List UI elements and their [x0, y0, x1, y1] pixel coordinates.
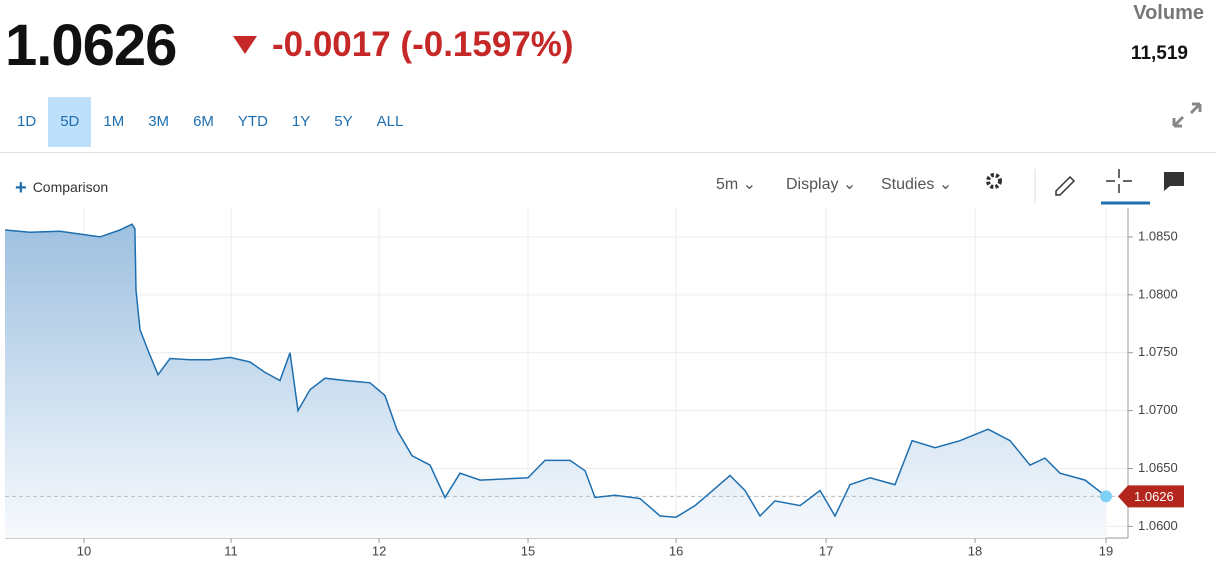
- change: -0.0017 (-0.1597%): [272, 25, 574, 64]
- draw-icon[interactable]: [1055, 175, 1076, 196]
- y-tick-label: 1.0850: [1138, 228, 1178, 243]
- last-price-tag: [1118, 485, 1184, 508]
- display-menu[interactable]: Display ⌄: [786, 176, 857, 193]
- x-tick-label: 19: [1099, 543, 1113, 558]
- studies-label: Studies: [881, 176, 935, 193]
- interval-label: 5m: [716, 176, 739, 193]
- interval-menu[interactable]: 5m ⌄: [716, 176, 757, 193]
- y-tick-label: 1.0650: [1138, 460, 1178, 475]
- range-tab[interactable]: 1M: [103, 113, 125, 130]
- down-arrow: [233, 36, 257, 54]
- price: 1.0626: [5, 13, 177, 78]
- range-tab[interactable]: 5D: [48, 97, 92, 147]
- range-tab[interactable]: 3M: [148, 113, 170, 130]
- divider: [0, 152, 1216, 153]
- y-tick-label: 1.0800: [1138, 286, 1178, 301]
- x-tick-label: 17: [819, 543, 833, 558]
- x-tick-label: 10: [77, 543, 91, 558]
- x-tick-label: 11: [224, 543, 238, 558]
- range-tab[interactable]: YTD: [237, 113, 268, 130]
- y-tick-label: 1.0600: [1138, 518, 1178, 533]
- comparison-button[interactable]: + Comparison: [15, 177, 109, 199]
- range-tab[interactable]: 6M: [193, 113, 214, 130]
- tool-icons: [986, 169, 1184, 205]
- x-tick-label: 15: [521, 543, 535, 558]
- last-price-label: 1.0626: [1134, 489, 1174, 504]
- range-tab[interactable]: 1D: [17, 113, 37, 130]
- volume-value: 11,519: [1130, 43, 1188, 64]
- comparison-label: Comparison: [32, 179, 109, 195]
- crosshair-icon[interactable]: [1106, 169, 1132, 193]
- x-tick-label: 18: [968, 543, 982, 558]
- volume-label: Volume: [1133, 2, 1204, 24]
- comment-icon[interactable]: [1164, 172, 1184, 191]
- last-point: [1100, 490, 1113, 503]
- settings-icon[interactable]: [986, 173, 1002, 189]
- range-tab[interactable]: ALL: [376, 113, 404, 130]
- studies-menu[interactable]: Studies ⌄: [881, 176, 953, 193]
- x-tick-label: 16: [669, 543, 683, 558]
- range-tab[interactable]: 5Y: [334, 113, 353, 130]
- area: [5, 224, 1107, 538]
- range-tab[interactable]: 1Y: [291, 113, 311, 130]
- y-tick-label: 1.0700: [1138, 402, 1178, 417]
- range-tabs: 1D 5D 1M 3M 6M YTD 1Y 5Y ALL: [5, 97, 415, 147]
- display-label: Display: [786, 176, 839, 193]
- line: [4, 223, 1107, 518]
- expand-icon[interactable]: [1170, 100, 1204, 130]
- y-tick-label: 1.0750: [1138, 344, 1178, 359]
- x-tick-label: 12: [372, 543, 386, 558]
